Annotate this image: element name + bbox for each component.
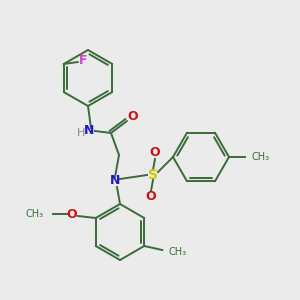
Text: O: O [128,110,138,124]
Text: O: O [146,190,156,203]
Text: O: O [150,146,160,160]
Text: CH₃: CH₃ [168,247,186,257]
Text: N: N [84,124,94,137]
Text: N: N [110,175,120,188]
Text: H: H [77,128,85,138]
Text: O: O [66,208,77,220]
Text: S: S [148,168,158,182]
Text: CH₃: CH₃ [26,209,44,219]
Text: CH₃: CH₃ [251,152,269,162]
Text: F: F [79,55,87,68]
